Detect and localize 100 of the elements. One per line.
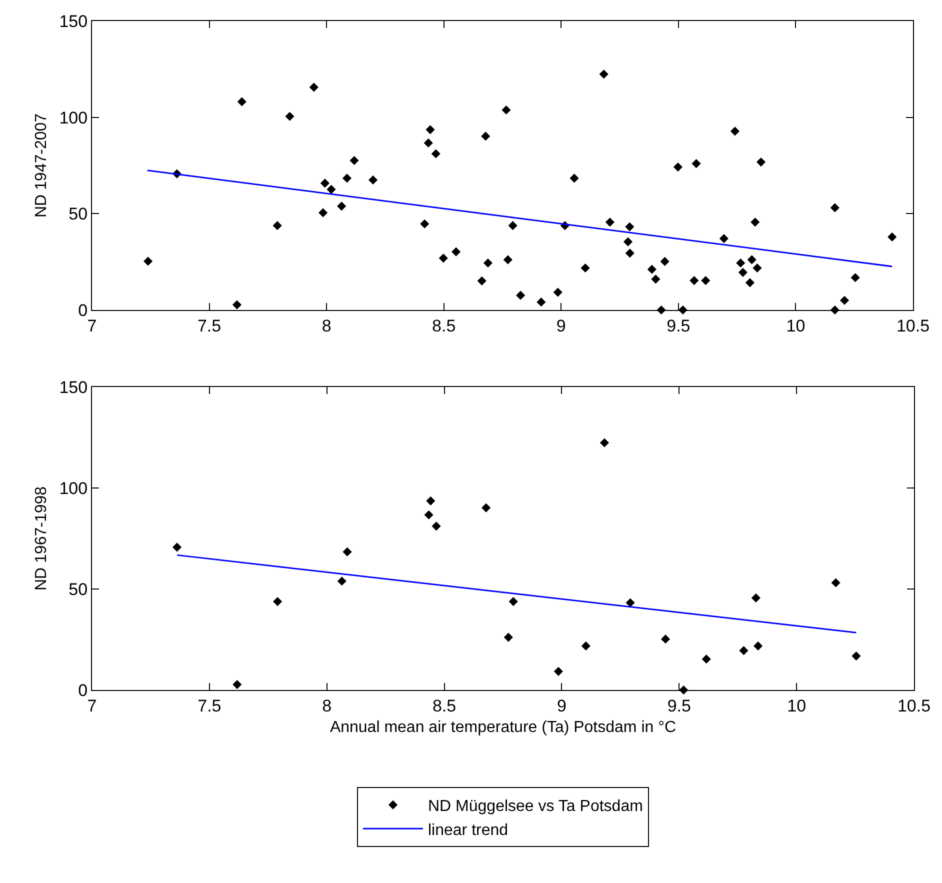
point (840, 296, 850, 305)
point (702, 654, 711, 664)
x-tick-label: 9 (556, 696, 566, 716)
point (623, 237, 633, 246)
point (503, 255, 512, 264)
point (424, 138, 433, 148)
point (730, 126, 740, 136)
point (318, 208, 328, 218)
point (660, 256, 670, 266)
x-tick-label: 7.5 (198, 696, 222, 716)
point (625, 222, 634, 232)
point (570, 174, 579, 183)
y-axis-title: ND 1967-1998 (33, 486, 50, 591)
point (508, 596, 518, 606)
point (172, 542, 182, 552)
point (232, 300, 242, 310)
y-tick-label: 150 (59, 12, 88, 31)
point (599, 70, 608, 79)
y-tick-label: 100 (59, 108, 88, 128)
point (320, 178, 330, 188)
point (701, 276, 710, 286)
point (237, 97, 246, 106)
point (605, 218, 614, 227)
point (481, 132, 490, 141)
legend-label: linear trend (428, 822, 508, 839)
x-tick-label: 9.5 (667, 696, 691, 716)
point (438, 254, 448, 263)
point (739, 646, 748, 656)
point (420, 219, 430, 228)
point (232, 680, 242, 690)
point (342, 547, 352, 556)
point (692, 159, 701, 168)
point (432, 522, 441, 531)
point (502, 105, 511, 115)
x-tick-label: 7 (87, 316, 97, 336)
point (673, 162, 683, 172)
point (326, 184, 336, 194)
point (750, 218, 760, 227)
x-tick-label: 10 (787, 696, 806, 716)
point (888, 232, 897, 242)
x-tick-label: 7 (87, 696, 97, 716)
y-tick-label: 50 (68, 580, 88, 599)
point (580, 263, 590, 273)
point (337, 576, 346, 586)
point (553, 288, 562, 297)
point (719, 234, 728, 244)
point (852, 652, 861, 661)
point (309, 82, 318, 92)
point (738, 268, 748, 277)
y-tick-label: 150 (59, 378, 88, 397)
point (626, 598, 635, 608)
point (272, 221, 282, 230)
point (431, 149, 440, 158)
point (830, 203, 840, 212)
legend-label: ND Müggelsee vs Ta Potsdam (428, 798, 643, 816)
point (452, 247, 461, 256)
point (337, 202, 346, 211)
point (483, 258, 493, 268)
point (752, 263, 762, 273)
x-tick-label: 10.5 (896, 316, 930, 336)
point (747, 255, 756, 264)
point (751, 593, 760, 602)
point (660, 634, 670, 644)
point (850, 273, 860, 282)
y-tick-label: 0 (78, 300, 88, 320)
point (554, 666, 563, 676)
x-tick-label: 7.5 (197, 316, 222, 336)
point (368, 175, 378, 184)
x-tick-label: 10 (786, 316, 806, 336)
point (504, 632, 513, 642)
y-tick-label: 50 (68, 204, 88, 224)
point (477, 276, 486, 286)
x-tick-label: 9.5 (666, 316, 690, 336)
point (536, 298, 546, 307)
point (482, 503, 491, 512)
x-tick-label: 8.5 (432, 696, 456, 716)
point (426, 496, 436, 506)
point (647, 264, 656, 274)
y-tick-label: 0 (78, 680, 88, 700)
point (651, 274, 660, 284)
point (754, 641, 763, 651)
point (144, 256, 153, 266)
point (426, 125, 435, 134)
point (424, 510, 434, 520)
x-tick-label: 8 (322, 696, 332, 716)
point (342, 174, 352, 183)
point (581, 641, 590, 651)
x-tick-label: 9 (556, 316, 566, 336)
point (756, 157, 766, 167)
point (285, 112, 294, 121)
point (625, 248, 634, 258)
point (516, 290, 526, 300)
y-axis-title: ND 1947-2007 (33, 113, 50, 218)
y-tick-label: 100 (59, 478, 88, 498)
x-axis-title: Annual mean air temperature (Ta) Potsdam in °C (330, 719, 676, 736)
point (690, 276, 699, 286)
point (508, 221, 518, 230)
point (350, 156, 359, 166)
point (745, 278, 755, 288)
point (736, 258, 746, 268)
